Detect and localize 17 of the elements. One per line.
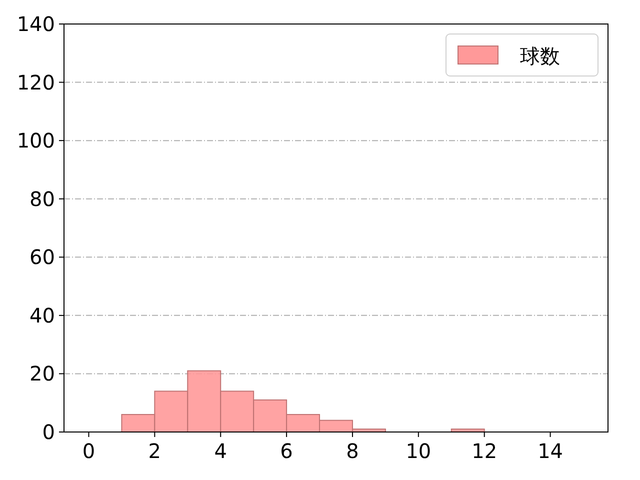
x-tick-label: 12 — [472, 439, 498, 463]
y-tick-label: 0 — [42, 420, 55, 444]
x-tick-label: 6 — [280, 439, 293, 463]
y-tick-label: 20 — [30, 362, 55, 386]
y-tick-label: 40 — [30, 303, 55, 328]
y-tick-label: 100 — [16, 128, 55, 153]
y-tick-label: 60 — [30, 245, 55, 270]
y-tick-label: 80 — [30, 186, 55, 211]
legend-label: 球数 — [520, 44, 560, 68]
x-tick-label: 10 — [406, 439, 432, 463]
x-tick-label: 14 — [538, 439, 564, 463]
x-tick-label: 0 — [82, 439, 96, 463]
x-tick-label: 4 — [214, 439, 227, 463]
y-tick-label: 120 — [16, 70, 55, 94]
x-tick-label: 8 — [346, 439, 359, 463]
y-tick-label: 140 — [16, 12, 55, 36]
x-tick-label: 2 — [148, 439, 162, 463]
